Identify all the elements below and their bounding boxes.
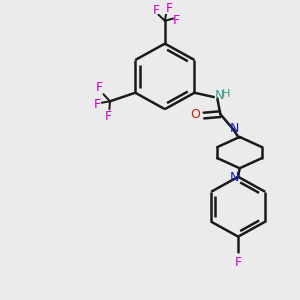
Text: H: H <box>222 88 230 99</box>
Text: F: F <box>173 14 180 27</box>
Text: N: N <box>230 170 239 184</box>
Text: N: N <box>215 89 224 102</box>
Text: N: N <box>230 122 239 135</box>
Text: F: F <box>95 81 103 94</box>
Text: F: F <box>235 256 242 269</box>
Text: O: O <box>190 108 200 121</box>
Text: F: F <box>153 4 160 17</box>
Text: F: F <box>166 2 172 15</box>
Text: F: F <box>105 110 112 123</box>
Text: F: F <box>94 98 101 111</box>
